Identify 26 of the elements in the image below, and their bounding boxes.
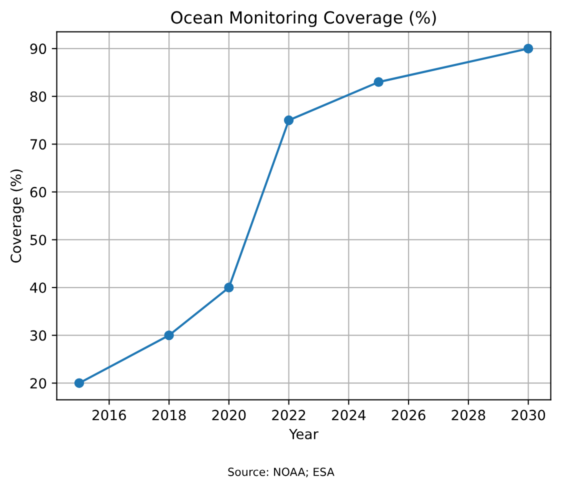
point xyxy=(164,330,174,340)
y-tick-label: 70 xyxy=(30,139,46,150)
y-tick-label: 60 xyxy=(30,186,46,198)
x-tick-label: 2026 xyxy=(392,410,426,420)
point xyxy=(74,378,84,388)
x-tick-label: 2022 xyxy=(272,410,306,420)
x-tick-label: 2020 xyxy=(212,410,246,420)
x-tick-label: 2028 xyxy=(452,410,486,420)
x-tick-label: 2016 xyxy=(92,410,126,420)
x-tick-label: 2024 xyxy=(332,410,366,420)
y-tick-label: 90 xyxy=(30,44,46,54)
x-axis-title: Year xyxy=(289,428,318,440)
point xyxy=(284,115,294,126)
point xyxy=(374,77,384,87)
x-tick-label: 2018 xyxy=(152,410,186,420)
y-tick-label: 50 xyxy=(30,234,46,246)
point xyxy=(523,44,534,54)
y-tick-label: 80 xyxy=(30,91,46,102)
point xyxy=(224,282,234,292)
y-tick-label: 40 xyxy=(30,282,46,294)
y-tick-label: 30 xyxy=(30,330,46,341)
x-tick-label: 2030 xyxy=(512,410,546,420)
source-note: Source: NOAA; ESA xyxy=(228,468,334,478)
chart-title: Ocean Monitoring Coverage (%) xyxy=(171,10,436,27)
y-tick-label: 20 xyxy=(30,378,46,389)
y-axis-title: Coverage (%) xyxy=(10,170,24,263)
